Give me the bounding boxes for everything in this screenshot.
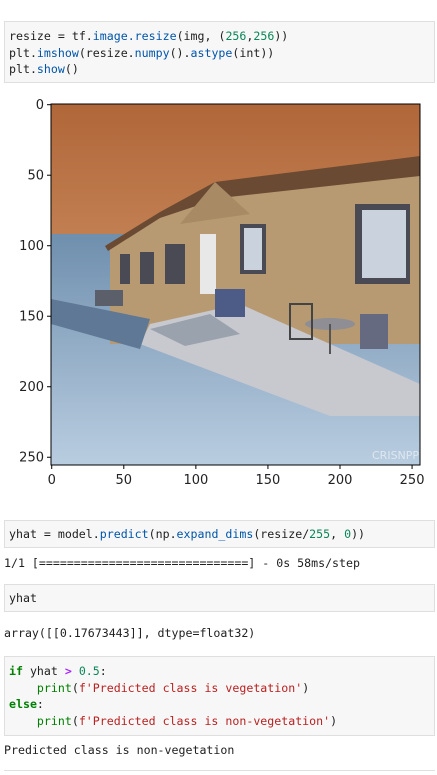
photo-mobile-home: CRISNPP <box>51 104 420 465</box>
code-editor[interactable]: resize = tf.image.resize(img, (256,256))… <box>5 22 434 84</box>
x-tick-label: 250 <box>400 473 425 488</box>
code-cell-predict[interactable]: yhat = model.predict(np.expand_dims(resi… <box>4 520 435 548</box>
y-tick-label: 100 <box>19 239 44 254</box>
output-progress: 1/1 [==============================] - 0… <box>4 555 360 571</box>
code-cell-resize[interactable]: resize = tf.image.resize(img, (256,256))… <box>4 21 435 83</box>
y-tick-label: 0 <box>36 98 44 113</box>
output-array: array([[0.17673443]], dtype=float32) <box>4 625 255 641</box>
x-tick-label: 200 <box>328 473 353 488</box>
y-tick-label: 150 <box>19 310 44 325</box>
y-axis: 0 50 100 150 200 250 <box>19 98 51 466</box>
y-tick-label: 200 <box>19 380 44 395</box>
code-editor[interactable]: if yhat > 0.5: print(f'Predicted class i… <box>5 657 434 735</box>
x-axis: 0 50 100 150 200 250 <box>48 465 425 488</box>
code-cell-classify[interactable]: if yhat > 0.5: print(f'Predicted class i… <box>4 656 435 736</box>
next-cell-edge <box>4 770 435 775</box>
watermark-text: CRISNPP <box>372 449 419 462</box>
code-editor[interactable]: yhat = model.predict(np.expand_dims(resi… <box>5 521 434 548</box>
code-cell-yhat[interactable]: yhat <box>4 584 435 612</box>
y-tick-label: 250 <box>19 451 44 466</box>
output-prediction: Predicted class is non-vegetation <box>4 742 234 758</box>
code-editor[interactable]: yhat <box>5 585 434 612</box>
x-tick-label: 100 <box>183 473 208 488</box>
image-plot: CRISNPP 0 50 100 150 200 250 0 50 100 150 200 250 <box>0 94 437 504</box>
x-tick-label: 50 <box>116 473 133 488</box>
x-tick-label: 0 <box>48 473 56 488</box>
y-tick-label: 50 <box>27 169 44 184</box>
x-tick-label: 150 <box>256 473 281 488</box>
